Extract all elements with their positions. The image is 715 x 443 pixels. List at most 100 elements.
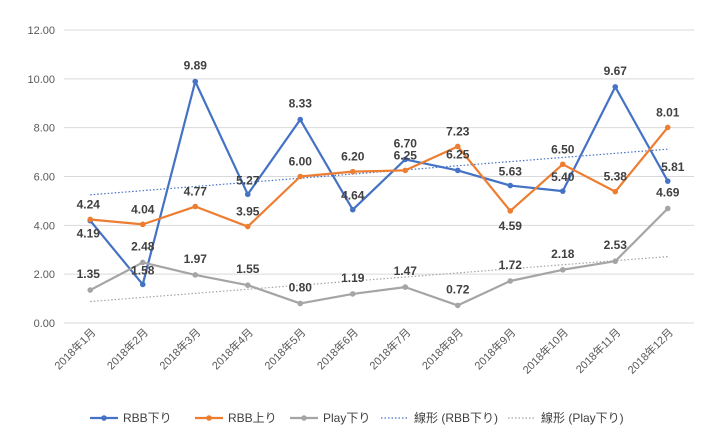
y-tick-label: 8.00: [34, 123, 55, 135]
legend-label: 線形 (Play下り): [541, 410, 624, 425]
gridlines: [64, 29, 694, 324]
x-tick-label: 2018年8月: [419, 325, 466, 372]
data-point: [349, 206, 356, 213]
data-point: [664, 124, 671, 131]
data-point: [612, 188, 619, 195]
data-label: 4.64: [341, 189, 365, 203]
data-point: [297, 116, 304, 123]
data-label: 0.72: [446, 282, 470, 296]
data-point: [349, 291, 356, 297]
y-tick-label: 0.00: [34, 318, 55, 330]
x-tick-label: 2018年3月: [156, 325, 203, 372]
y-tick-label: 6.00: [34, 172, 55, 184]
data-label: 4.59: [499, 219, 523, 233]
y-tick-label: 4.00: [34, 220, 55, 232]
data-label: 2.18: [551, 247, 575, 261]
x-axis-ticks: 2018年1月 2018年2月 2018年3月 2018年4月 2018年5月 2018年…: [51, 325, 676, 376]
data-label: 5.27: [236, 173, 260, 187]
trendline: [90, 255, 668, 303]
data-point: [559, 188, 566, 194]
data-point: [244, 223, 251, 230]
x-tick-label: 2018年6月: [314, 325, 361, 372]
data-point: [244, 191, 251, 198]
legend-label: Play下り: [323, 411, 370, 425]
data-label: 3.95: [236, 205, 260, 219]
data-point: [402, 284, 409, 290]
x-tick-label: 2018年9月: [471, 325, 518, 372]
data-point: [402, 156, 409, 163]
data-point: [612, 84, 619, 90]
data-point: [139, 281, 146, 288]
data-label: 6.00: [289, 155, 313, 169]
data-label: 2.48: [131, 239, 155, 253]
data-label: 1.47: [394, 264, 418, 278]
legend-label: RBB上り: [228, 411, 277, 425]
data-point: [507, 208, 514, 214]
x-tick-label: 2018年11月: [573, 325, 624, 376]
data-label: 1.72: [499, 258, 523, 272]
data-label: 5.40: [551, 170, 575, 184]
data-point: [192, 78, 199, 85]
data-label: 5.81: [661, 160, 685, 174]
data-label: 1.55: [236, 262, 260, 276]
data-label: 6.70: [394, 136, 418, 150]
legend-label: RBB下り: [123, 411, 172, 425]
data-label: 4.24: [77, 197, 101, 211]
data-label: 1.58: [131, 263, 155, 277]
data-point: [559, 161, 566, 168]
data-point: [297, 300, 304, 307]
x-tick-label: 2018年12月: [624, 325, 675, 376]
x-tick-label: 2018年5月: [261, 325, 308, 372]
x-tick-label: 2018年2月: [104, 325, 151, 372]
data-point: [664, 205, 671, 212]
data-labels: 4.191.589.895.278.334.646.706.255.63 5.40…: [77, 59, 685, 297]
series-line: [90, 126, 669, 228]
y-tick-label: 2.00: [34, 269, 55, 281]
data-label: 5.38: [604, 170, 628, 184]
data-point: [87, 287, 94, 293]
data-point: [297, 173, 304, 180]
data-label: 4.69: [656, 185, 680, 199]
data-label: 4.04: [131, 202, 155, 216]
data-label: 6.25: [446, 147, 470, 161]
data-point: [244, 282, 251, 288]
data-label: 4.19: [77, 227, 101, 241]
data-point: [192, 203, 199, 210]
data-point: [664, 178, 671, 184]
series-line: [89, 80, 669, 286]
data-point: [454, 143, 461, 150]
data-label: 5.63: [499, 165, 523, 179]
data-point: [612, 258, 619, 265]
data-point: [507, 278, 514, 284]
x-tick-label: 2018年4月: [209, 325, 256, 372]
legend-label: 線形 (RBB下り): [414, 410, 498, 425]
data-label: 2.53: [604, 238, 628, 252]
data-label: 8.33: [289, 97, 313, 111]
data-point: [559, 266, 566, 273]
data-label: 1.19: [341, 271, 365, 285]
data-label: 4.77: [184, 185, 208, 199]
data-point: [87, 216, 94, 223]
x-tick-label: 2018年10月: [519, 325, 570, 376]
data-point: [454, 302, 461, 309]
legend-marker: [301, 415, 307, 421]
data-label: 9.89: [184, 59, 208, 73]
data-label: 8.01: [656, 105, 680, 119]
data-point: [507, 182, 514, 189]
x-tick-label: 2018年7月: [366, 325, 413, 372]
data-label: 1.97: [184, 252, 208, 266]
data-point: [192, 272, 199, 278]
y-tick-label: 12.00: [27, 25, 55, 37]
data-label: 6.25: [394, 148, 418, 162]
data-label: 9.67: [604, 64, 628, 78]
series-line: [89, 207, 669, 307]
legend: RBB下り RBB上り Play下り 線形 (RBB下り) 線形 (Play下り): [90, 410, 624, 425]
legend-marker: [206, 415, 212, 421]
series-lines: [87, 78, 671, 309]
data-point: [349, 168, 356, 175]
data-label: 6.20: [341, 150, 365, 164]
data-point: [402, 167, 409, 174]
data-point: [139, 221, 146, 228]
data-point: [454, 167, 461, 174]
